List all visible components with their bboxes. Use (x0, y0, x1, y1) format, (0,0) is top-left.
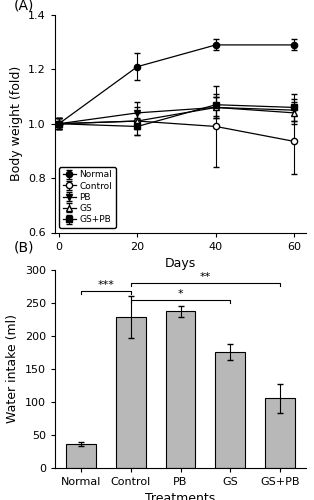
Text: **: ** (200, 272, 211, 282)
Bar (166, 312, 195, 468)
Bar (215, 352, 245, 468)
Y-axis label: Water intake (ml): Water intake (ml) (6, 314, 19, 423)
Bar (66, 444, 96, 468)
Bar (265, 398, 295, 468)
Bar (116, 318, 146, 468)
X-axis label: Treatments: Treatments (145, 492, 216, 500)
Legend: Normal, Control, PB, GS, GS+PB: Normal, Control, PB, GS, GS+PB (59, 166, 116, 228)
Text: ***: *** (98, 280, 115, 290)
Text: (A): (A) (14, 0, 34, 13)
Y-axis label: Body weight (fold): Body weight (fold) (10, 66, 23, 182)
X-axis label: Days: Days (165, 257, 196, 270)
Text: (B): (B) (14, 240, 34, 254)
Text: *: * (178, 289, 183, 299)
